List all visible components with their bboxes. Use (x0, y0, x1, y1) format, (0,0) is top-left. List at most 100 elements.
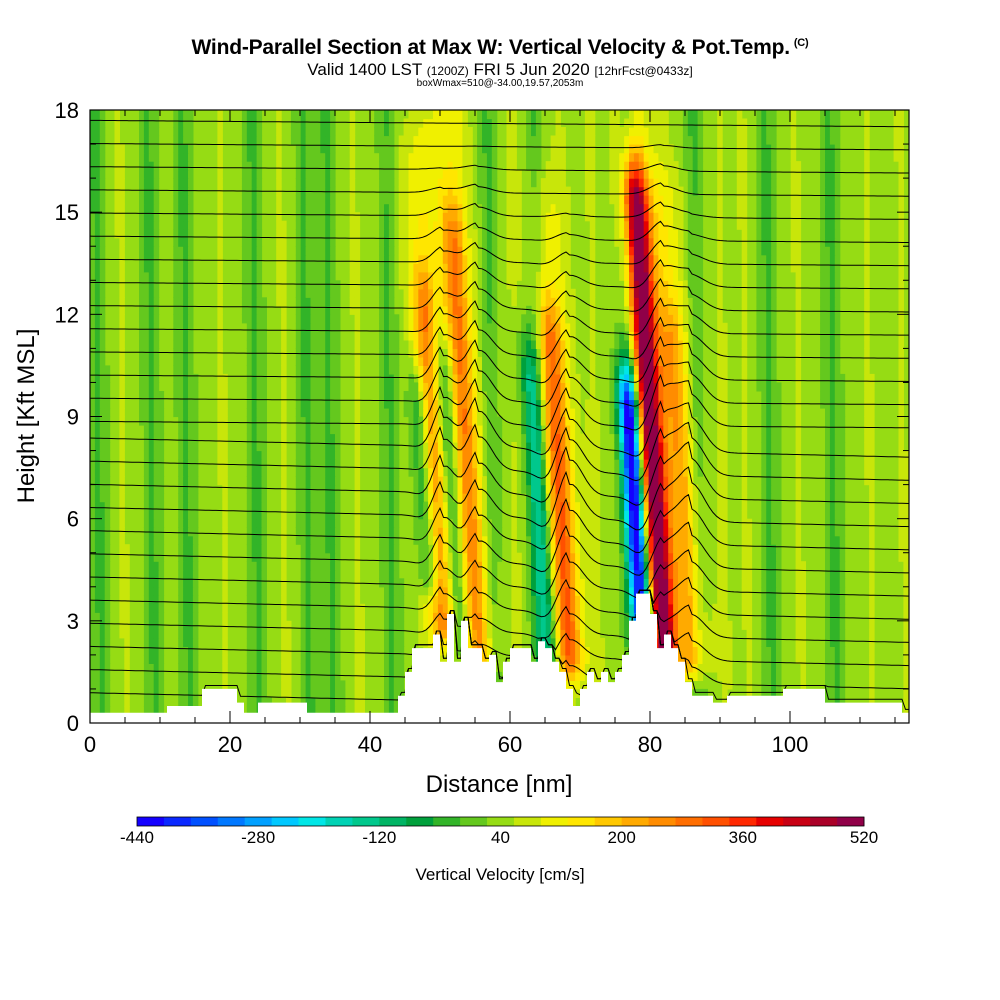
velocity-cell (589, 646, 596, 656)
velocity-cell (315, 671, 321, 681)
velocity-cell (766, 637, 772, 647)
velocity-cell (423, 629, 429, 639)
velocity-cell (408, 314, 414, 324)
velocity-cell (94, 382, 101, 392)
velocity-cell (575, 603, 581, 613)
velocity-cell (467, 425, 473, 435)
velocity-cell (668, 322, 674, 332)
velocity-cell (834, 297, 841, 307)
velocity-cell (682, 356, 689, 366)
velocity-cell (104, 408, 111, 418)
velocity-cell (442, 561, 449, 571)
velocity-cell (261, 322, 267, 332)
velocity-cell (864, 297, 870, 307)
velocity-cell (423, 348, 429, 358)
velocity-cell (359, 697, 365, 707)
velocity-cell (428, 603, 434, 613)
velocity-cell (864, 305, 870, 315)
velocity-cell (384, 637, 390, 647)
velocity-cell (354, 493, 361, 503)
velocity-cell (653, 518, 659, 528)
velocity-cell (526, 356, 532, 366)
velocity-cell (550, 348, 557, 358)
velocity-cell (658, 288, 664, 298)
velocity-cell (869, 654, 875, 664)
velocity-cell (741, 297, 748, 307)
velocity-cell (903, 450, 909, 460)
velocity-cell (393, 561, 400, 571)
velocity-cell (491, 297, 498, 307)
velocity-cell (310, 365, 316, 375)
velocity-cell (560, 620, 566, 630)
velocity-cell (467, 288, 473, 298)
velocity-cell (648, 365, 655, 375)
velocity-cell (653, 297, 659, 307)
velocity-cell (467, 527, 473, 537)
velocity-cell (722, 518, 728, 528)
velocity-cell (673, 408, 679, 418)
velocity-cell (825, 578, 831, 588)
velocity-cell (795, 365, 802, 375)
velocity-cell (173, 408, 179, 418)
velocity-cell (305, 501, 312, 511)
velocity-cell (825, 459, 831, 469)
velocity-cell (648, 493, 655, 503)
velocity-cell (521, 433, 527, 443)
velocity-cell (310, 442, 316, 452)
velocity-cell (687, 459, 694, 469)
velocity-cell (222, 476, 228, 486)
velocity-cell (295, 356, 302, 366)
velocity-cell (447, 280, 454, 290)
velocity-cell (692, 620, 699, 630)
velocity-cell (673, 493, 679, 503)
velocity-cell (839, 373, 846, 383)
velocity-cell (457, 373, 463, 383)
velocity-cell (633, 365, 640, 375)
velocity-cell (330, 510, 336, 520)
velocity-cell (491, 305, 498, 315)
velocity-cell (589, 518, 596, 528)
velocity-cell (839, 595, 846, 605)
velocity-cell (864, 425, 870, 435)
velocity-cell (173, 331, 179, 341)
velocity-cell (766, 382, 772, 392)
velocity-cell (320, 535, 326, 545)
velocity-cell (384, 620, 390, 630)
velocity-cell (472, 288, 478, 298)
velocity-cell (418, 365, 424, 375)
velocity-cell (545, 586, 552, 596)
velocity-cell (335, 552, 341, 562)
velocity-cell (668, 510, 674, 520)
velocity-cell (99, 620, 106, 630)
velocity-cell (825, 629, 831, 639)
velocity-cell (570, 552, 576, 562)
velocity-cell (673, 442, 679, 452)
velocity-cell (300, 493, 307, 503)
velocity-cell (300, 408, 307, 418)
velocity-cell (869, 467, 875, 477)
velocity-cell (423, 544, 429, 554)
velocity-cell (648, 459, 655, 469)
velocity-cell (531, 365, 537, 375)
velocity-cell (771, 561, 777, 571)
velocity-cell (540, 271, 547, 281)
velocity-cell (173, 305, 179, 315)
velocity-cell (143, 561, 150, 571)
velocity-cell (393, 527, 400, 537)
velocity-cell (300, 561, 307, 571)
velocity-cell (467, 561, 473, 571)
velocity-cell (178, 280, 184, 290)
velocity-cell (99, 671, 106, 681)
velocity-cell (467, 578, 473, 588)
velocity-cell (104, 697, 111, 707)
velocity-cell (678, 322, 684, 332)
velocity-cell (663, 476, 669, 486)
velocity-cell (682, 433, 689, 443)
velocity-cell (335, 637, 341, 647)
velocity-cell (570, 535, 576, 545)
velocity-cell (428, 391, 434, 401)
velocity-cell (624, 365, 630, 375)
velocity-cell (829, 416, 836, 426)
velocity-cell (491, 578, 498, 588)
velocity-cell (864, 433, 870, 443)
